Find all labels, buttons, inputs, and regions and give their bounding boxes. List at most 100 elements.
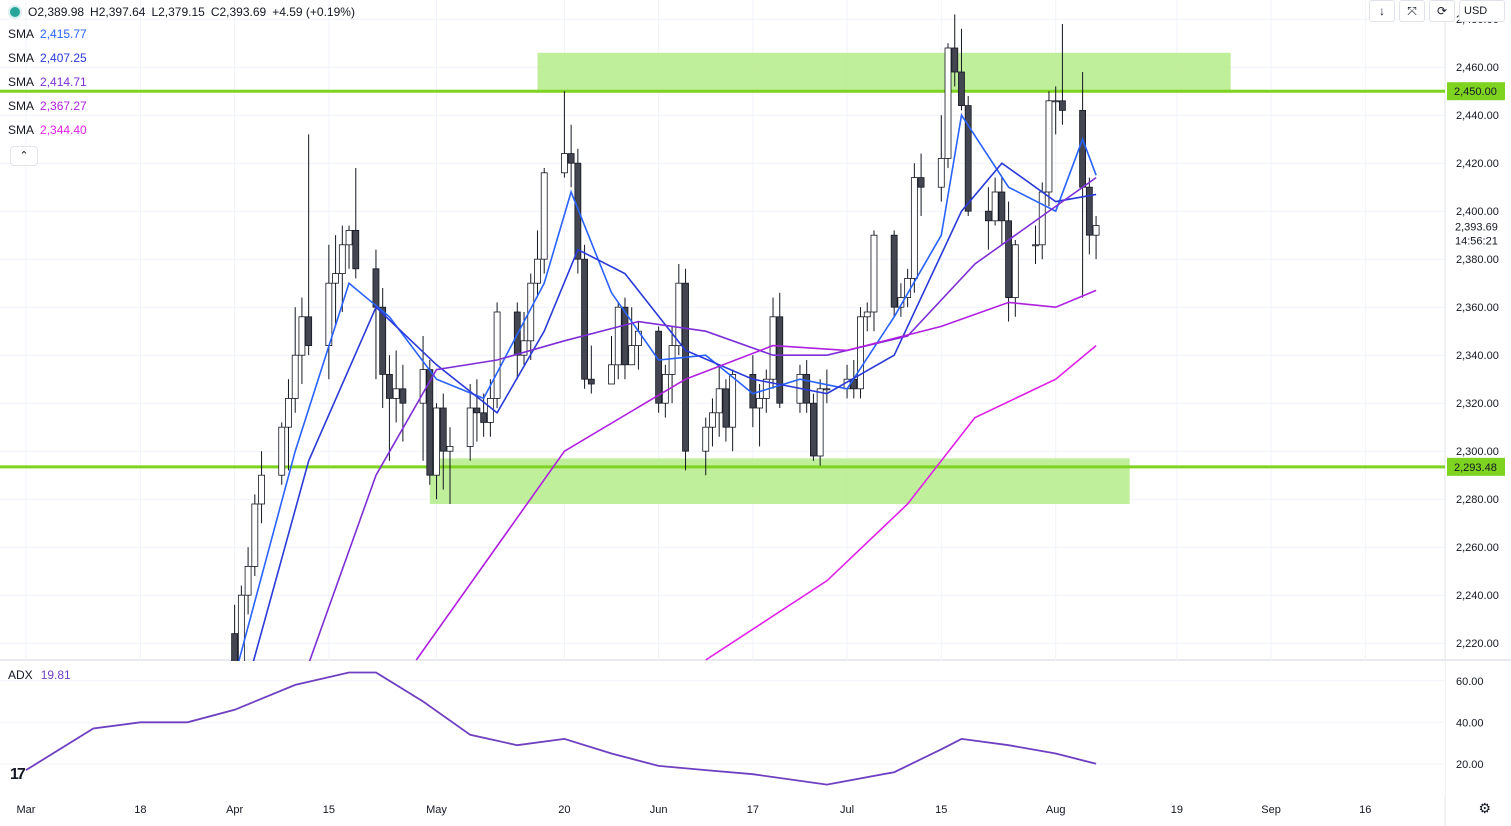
price-tick-label: 2,280.00 (1456, 494, 1499, 506)
refresh-icon[interactable]: ⟳ (1429, 0, 1455, 22)
candle-body (291, 354, 299, 399)
candle-body (540, 172, 548, 260)
time-tick-label: 18 (134, 804, 146, 816)
candle-body (379, 306, 387, 375)
support-resistance-zone (537, 52, 1231, 92)
price-tick-label: 2,300.00 (1456, 446, 1499, 458)
candle-body (769, 316, 777, 380)
price-badge (1447, 82, 1505, 101)
chart-toolbar: ↓ ⤧ ⟳ USD (1369, 0, 1511, 22)
sma-line (233, 113, 1097, 678)
adx-legend[interactable]: ADX 19.81 (8, 668, 71, 682)
time-tick-label: 15 (935, 804, 947, 816)
price-tick-label: 2,460.00 (1456, 62, 1499, 74)
time-tick-label: Apr (226, 804, 243, 816)
candle-body (567, 153, 575, 164)
candle-body (951, 47, 959, 73)
candle-body (446, 445, 454, 452)
candle-body (473, 407, 481, 414)
candle-body (661, 373, 669, 404)
adx-pane-background (0, 661, 1445, 796)
candle-body (756, 397, 763, 409)
sma-legend-row[interactable]: SMA 2,414.71 (8, 70, 87, 94)
candle-body (964, 105, 972, 212)
price-badge-label: 2,450.00 (1454, 86, 1497, 98)
candle-body (372, 268, 380, 308)
candle-body (776, 316, 784, 404)
time-tick-label: Mar (17, 804, 36, 816)
candle-body (244, 566, 252, 596)
sma-value: 2,407.25 (40, 51, 87, 65)
time-tick-label: Jul (840, 804, 854, 816)
sma-value: 2,414.71 (40, 75, 87, 89)
gear-icon[interactable]: ⚙ (1478, 800, 1491, 816)
time-tick-label: 20 (558, 804, 570, 816)
arrow-down-icon[interactable]: ↓ (1369, 0, 1395, 22)
price-badge-label: 2,293.48 (1454, 462, 1497, 474)
time-tick-label: Jun (650, 804, 668, 816)
candle-body (715, 388, 723, 414)
candle-body (722, 388, 730, 428)
candle-body (937, 157, 945, 188)
sma-legend-row[interactable]: SMA 2,344.40 (8, 118, 87, 142)
price-tick-label: 2,380.00 (1456, 254, 1499, 266)
candle-body (332, 273, 339, 284)
time-tick-label: Aug (1046, 804, 1066, 816)
time-tick-label: 19 (1171, 804, 1183, 816)
candle-body (1052, 100, 1060, 103)
candle-body (991, 191, 999, 222)
candle-body (439, 407, 447, 452)
candle-body (480, 412, 488, 423)
sma-name: SMA (8, 75, 35, 89)
candle-body (1005, 220, 1012, 299)
candle-body (870, 234, 878, 313)
candle-body (534, 258, 541, 284)
candle-body (486, 397, 494, 423)
price-tick-label: 2,220.00 (1456, 638, 1499, 650)
adx-line (25, 671, 1097, 786)
price-tick-label: 2,440.00 (1456, 110, 1499, 122)
price-tick-label: 2,340.00 (1456, 350, 1499, 362)
sma-legend-row[interactable]: SMA 2,367.27 (8, 94, 87, 118)
sma-legend-row[interactable]: SMA 2,415.77 (8, 22, 87, 46)
price-tick-label: 2,420.00 (1456, 158, 1499, 170)
compress-icon[interactable]: ⤧ (1399, 0, 1425, 22)
time-tick-label: 16 (1359, 804, 1371, 816)
collapse-legend-button[interactable]: ⌃ (10, 146, 38, 166)
candle-body (702, 426, 710, 452)
tradingview-logo: 17 (10, 766, 26, 783)
last-price-label: 2,393.69 (1455, 221, 1498, 233)
sma-name: SMA (8, 51, 35, 65)
time-tick-label: 15 (323, 804, 335, 816)
candle-body (1032, 244, 1039, 247)
candle-body (574, 162, 582, 260)
ohlc-low: L2,379.15 (151, 5, 205, 19)
price-tick-label: 2,240.00 (1456, 590, 1499, 602)
countdown-label: 14:56:21 (1455, 235, 1498, 247)
sma-legend-row[interactable]: SMA 2,407.25 (8, 46, 87, 70)
candle-body (258, 474, 265, 505)
ohlc-high: H2,397.64 (90, 5, 146, 19)
sma-line (415, 289, 1097, 661)
candle-body (810, 402, 817, 457)
adx-tick-label: 40.00 (1456, 717, 1484, 729)
currency-selector[interactable]: USD (1459, 0, 1505, 22)
candle-body (352, 229, 360, 270)
candle-body (1059, 100, 1066, 111)
candle-body (587, 378, 595, 385)
candle-body (338, 244, 346, 275)
candle-body (392, 388, 400, 399)
candle-body (816, 388, 824, 457)
candle-body (466, 407, 474, 447)
candle-body (1079, 110, 1087, 188)
candle-body (493, 311, 501, 399)
adx-value: 19.81 (40, 668, 71, 682)
candle-body (231, 633, 239, 663)
candle-body (655, 330, 663, 404)
candle-body (1045, 100, 1053, 193)
candle-body (958, 71, 965, 106)
candle-body (345, 229, 353, 246)
time-tick-label: Sep (1261, 804, 1281, 816)
candle-body (433, 407, 440, 476)
